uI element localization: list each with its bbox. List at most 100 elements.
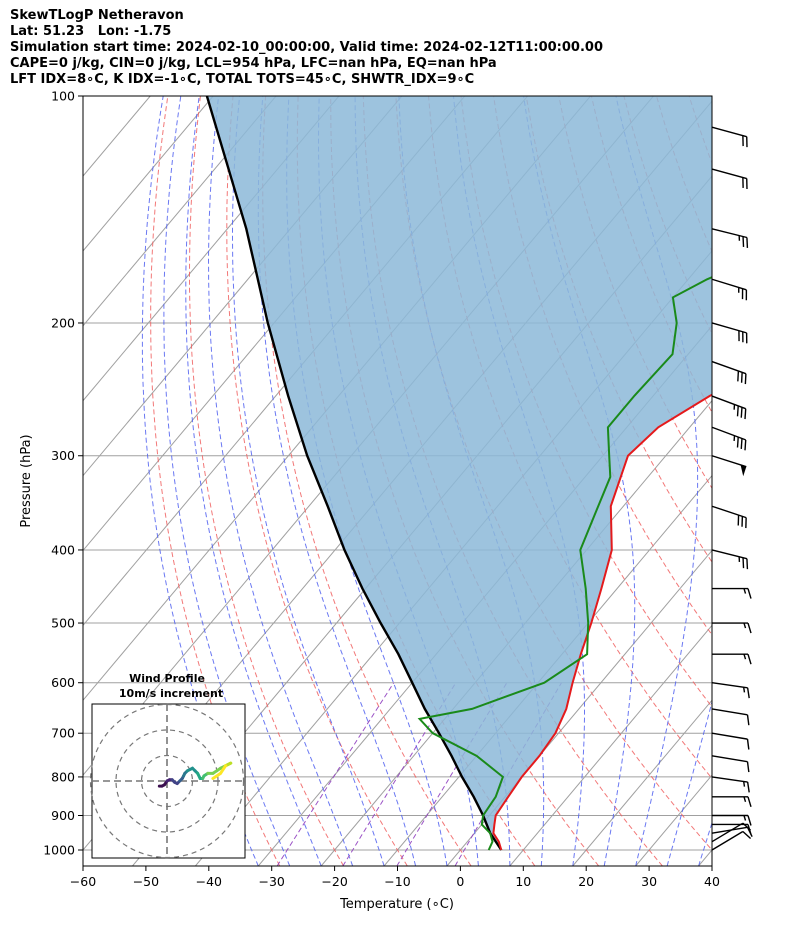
mixing-ratio-line	[276, 682, 395, 866]
chart-header: SkewTLogP Netheravon Lat: 51.23 Lon: -1.…	[10, 8, 603, 88]
wind-barb	[712, 814, 752, 826]
y-tick-label: 400	[51, 542, 75, 557]
dry-adiabat-line	[150, 96, 281, 866]
barb-half-feather	[742, 781, 746, 787]
barb-shaft	[711, 278, 747, 291]
wind-barbs	[711, 126, 753, 851]
hodograph-segment	[211, 766, 223, 775]
parcel-profile-line	[205, 96, 503, 851]
y-tick-label: 500	[51, 616, 75, 631]
location-line: Lat: 51.23 Lon: -1.75	[10, 24, 172, 39]
barb-shaft	[711, 826, 748, 834]
y-tick-label: 200	[51, 315, 75, 330]
y-axis-label: Pressure (hPa)	[19, 434, 34, 527]
wind-barb	[711, 168, 748, 189]
dry-adiabat-line	[754, 96, 794, 866]
dewpoint-line	[417, 276, 712, 851]
barb-feather	[744, 373, 747, 385]
y-tick-label: 300	[51, 448, 75, 463]
barb-flag	[740, 464, 747, 477]
isotherm-line	[698, 849, 712, 866]
dry-adiabat-line	[226, 96, 408, 866]
barb-shaft	[711, 682, 748, 689]
wind-barb	[711, 360, 747, 385]
barb-feather	[736, 437, 739, 448]
chart-title: SkewTLogP Netheravon	[10, 8, 184, 23]
barb-feather	[736, 405, 739, 417]
barb-shaft	[711, 822, 744, 843]
wind-barb	[711, 278, 748, 301]
x-tick-label: 40	[704, 874, 720, 889]
barb-shaft	[711, 830, 744, 851]
barb-feather	[740, 372, 743, 383]
wind-barb	[711, 732, 750, 750]
isotherm-line	[446, 549, 712, 866]
wind-profile-inset: Wind Profile 10m/s increment	[89, 672, 246, 859]
cape-area	[206, 96, 712, 850]
isotherm-line	[83, 96, 277, 327]
barb-half-feather	[743, 815, 747, 821]
x-tick-label: 30	[641, 874, 657, 889]
dry-adiabat-line	[722, 96, 794, 866]
temperature-line	[492, 393, 712, 851]
wind-barb	[711, 322, 748, 344]
index-line-1: CAPE=0 j/kg, CIN=0 j/kg, LCL=954 hPa, LF…	[10, 56, 497, 71]
barb-shaft	[711, 455, 747, 468]
isotherm-line	[83, 96, 340, 402]
barb-feather	[746, 714, 750, 726]
isotherm-line	[83, 96, 214, 252]
barb-shaft	[711, 732, 748, 740]
wind-barb	[711, 455, 747, 477]
moist-adiabat-line	[163, 96, 291, 866]
barb-shaft	[711, 360, 747, 375]
isotherm-line	[572, 699, 712, 866]
barb-feather	[746, 761, 750, 773]
dry-adiabat-line	[262, 96, 472, 866]
barb-feather	[746, 687, 750, 699]
barb-feather	[740, 438, 743, 449]
y-tick-label: 1000	[43, 843, 75, 858]
wind-barb	[711, 126, 748, 148]
moist-adiabat-line	[185, 96, 322, 866]
wind-barb	[711, 395, 747, 420]
barb-half-feather	[743, 622, 747, 629]
barb-half-feather	[743, 796, 747, 802]
wind-barb	[711, 755, 750, 773]
barb-half-feather	[743, 588, 747, 594]
barb-shaft	[711, 755, 748, 763]
wind-barb	[711, 708, 750, 726]
hodograph-segment	[211, 771, 223, 780]
barb-shaft	[711, 168, 747, 180]
barb-feather	[747, 815, 752, 826]
inset-title: Wind Profile	[129, 672, 205, 685]
wind-barb	[712, 622, 752, 634]
barb-shaft	[711, 322, 747, 334]
x-tick-label: 10	[515, 874, 531, 889]
barb-feather	[744, 439, 747, 451]
barb-shaft	[711, 228, 748, 239]
x-tick-label: −10	[384, 874, 410, 889]
barb-shaft	[711, 776, 748, 783]
x-tick-label: −60	[70, 874, 96, 889]
barb-shaft	[711, 505, 747, 519]
x-tick-label: −20	[321, 874, 347, 889]
dry-adiabat-line	[787, 96, 794, 866]
barb-feather	[740, 407, 743, 418]
barb-feather	[747, 622, 752, 634]
barb-shaft	[711, 126, 747, 138]
x-tick-label: 20	[578, 874, 594, 889]
wind-barb	[712, 653, 752, 665]
wind-barb	[711, 776, 750, 793]
barb-feather	[746, 781, 750, 793]
wind-barb	[712, 823, 752, 835]
wind-barb	[711, 426, 747, 451]
y-tick-label: 100	[51, 89, 75, 104]
barb-feather	[747, 824, 752, 835]
isotherm-line	[320, 399, 712, 866]
wind-barb	[712, 587, 752, 599]
x-tick-label: 0	[456, 874, 464, 889]
isotherm-line	[509, 624, 712, 866]
barb-feather	[747, 588, 752, 599]
x-tick-label: −30	[259, 874, 285, 889]
x-tick-label: −50	[133, 874, 159, 889]
